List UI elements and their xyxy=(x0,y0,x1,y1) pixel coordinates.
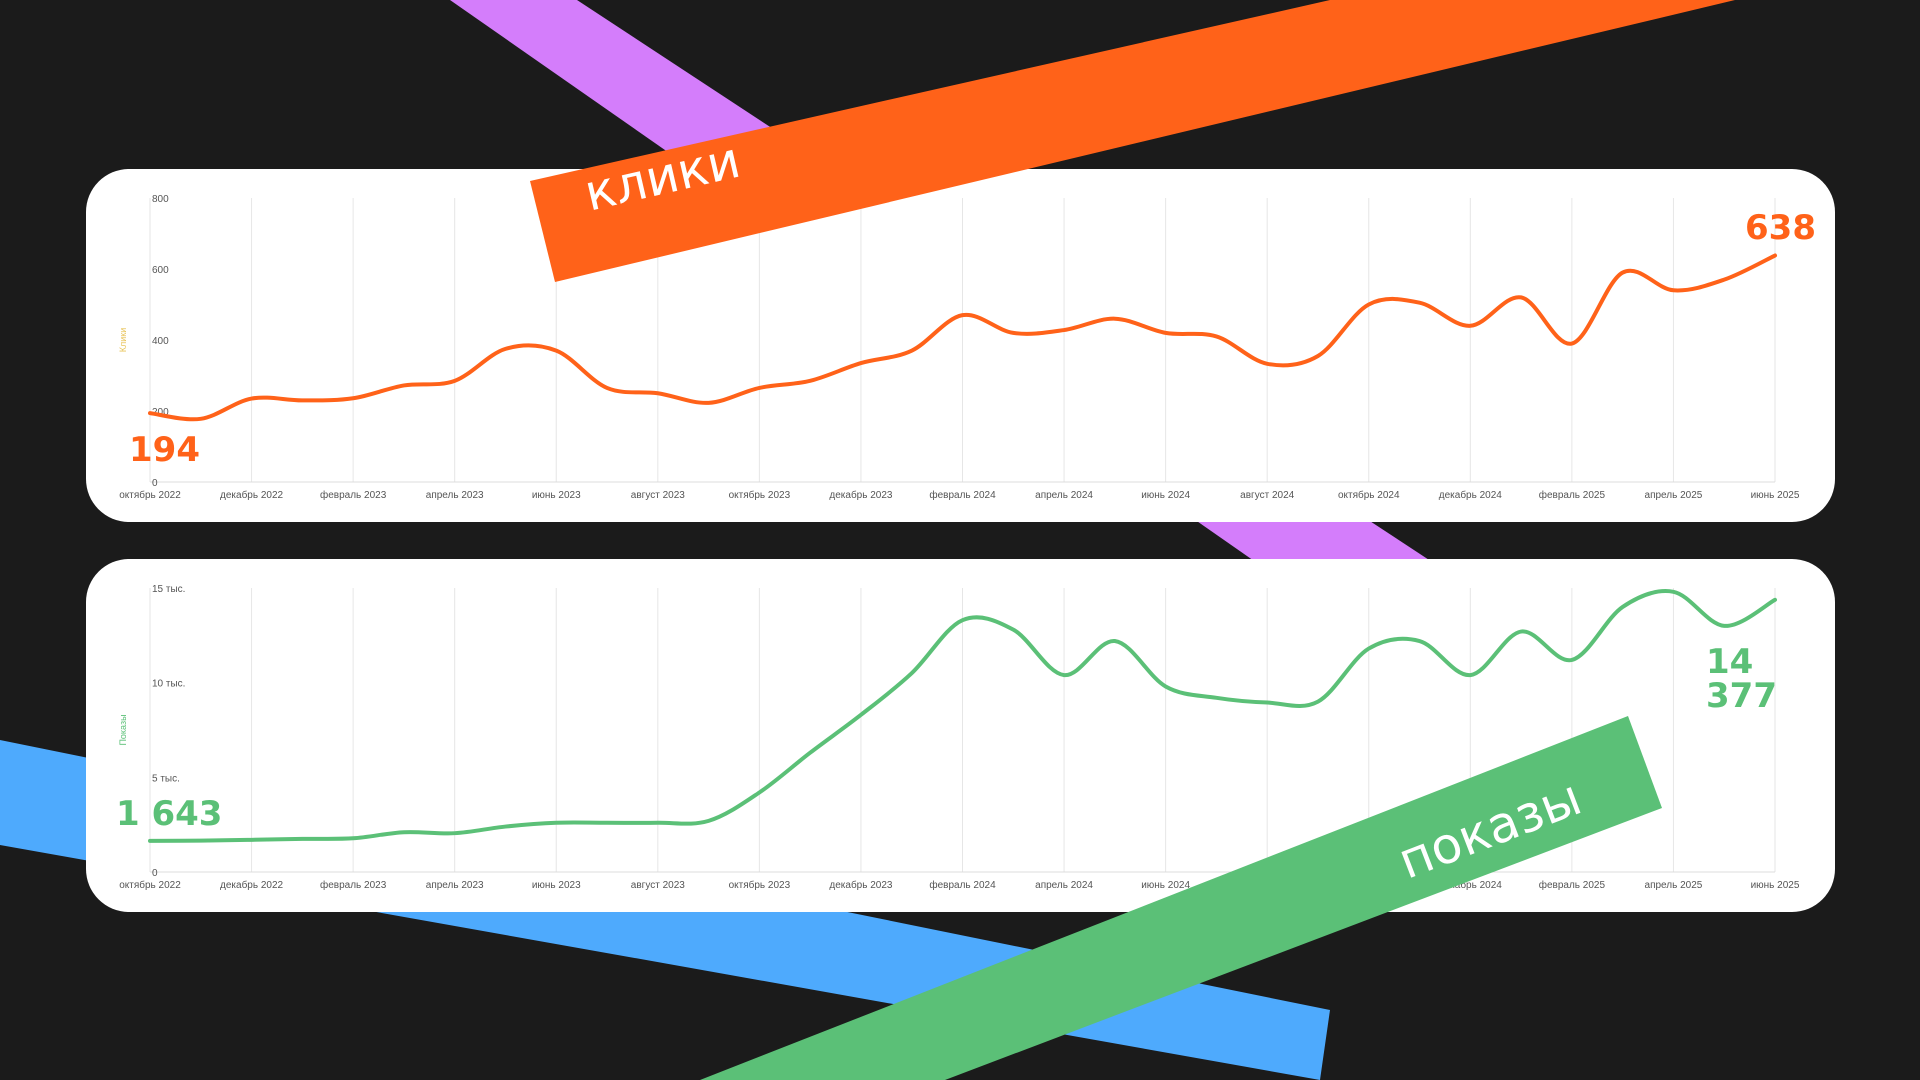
views-y-tick-label: 10 тыс. xyxy=(152,679,185,690)
views-x-tick-label: август 2023 xyxy=(631,880,685,891)
clicks-x-tick-label: февраль 2024 xyxy=(929,489,996,501)
clicks-x-tick-label: декабрь 2023 xyxy=(829,489,893,501)
clicks-y-tick-label: 0 xyxy=(152,478,158,489)
clicks-start-value: 194 xyxy=(129,430,200,470)
clicks-x-tick-label: апрель 2025 xyxy=(1645,490,1703,501)
clicks-chart-card: октябрь 2022 декабрь 2022 февраль 2023 апре… xyxy=(86,169,1835,522)
clicks-x-tick-label: август 2023 xyxy=(631,490,685,501)
views-end-value: 14 377 xyxy=(1706,642,1777,716)
views-x-tick-label: апрель 2024 xyxy=(1035,880,1093,891)
views-y-tick-label: 5 тыс. xyxy=(152,773,180,784)
views-x-tick-label: октябрь 2023 xyxy=(729,879,791,891)
views-start-value: 1 643 xyxy=(116,794,223,834)
views-x-tick-label: апрель 2025 xyxy=(1645,880,1703,891)
views-x-tick-label: апрель 2023 xyxy=(426,880,484,891)
green-stripe xyxy=(700,716,1662,1080)
views-x-tick-label: июнь 2024 xyxy=(1141,880,1190,891)
clicks-y-axis-label: Клики xyxy=(118,328,128,353)
clicks-x-tick-label: июнь 2024 xyxy=(1141,490,1190,501)
views-x-tick-label: июнь 2023 xyxy=(532,880,581,891)
clicks-y-tick-label: 400 xyxy=(152,336,169,347)
views-x-tick-label: октябрь 2022 xyxy=(119,879,181,891)
clicks-x-tick-label: июнь 2025 xyxy=(1751,490,1800,501)
clicks-x-tick-label: октябрь 2023 xyxy=(729,489,791,501)
clicks-x-tick-label: апрель 2023 xyxy=(426,490,484,501)
clicks-x-tick-label: октябрь 2024 xyxy=(1338,489,1400,501)
views-x-tick-label: февраль 2024 xyxy=(929,879,996,891)
orange-stripe xyxy=(530,0,1735,282)
views-x-tick-label: декабрь 2023 xyxy=(829,879,893,891)
clicks-series-line xyxy=(148,253,1777,422)
clicks-y-tick-label: 600 xyxy=(152,265,169,276)
views-x-tick-label: декабрь 2022 xyxy=(220,879,284,891)
clicks-chart: октябрь 2022 декабрь 2022 февраль 2023 апре… xyxy=(118,194,1800,501)
clicks-end-value: 638 xyxy=(1745,208,1816,248)
clicks-y-tick-label: 800 xyxy=(152,194,169,205)
clicks-x-tick-label: декабрь 2024 xyxy=(1439,489,1503,501)
clicks-x-tick-label: февраль 2025 xyxy=(1539,489,1606,501)
clicks-x-tick-label: апрель 2024 xyxy=(1035,490,1093,501)
views-y-tick-label: 0 xyxy=(152,868,158,879)
views-x-tick-label: февраль 2025 xyxy=(1539,879,1606,891)
views-x-tick-label: февраль 2023 xyxy=(320,879,387,891)
clicks-y-tick-label: 200 xyxy=(152,407,169,418)
views-chart-card: октябрь 2022 декабрь 2022 февраль 2023 апре… xyxy=(86,559,1835,912)
views-y-tick-label: 15 тыс. xyxy=(152,584,185,595)
views-series-line xyxy=(148,589,1777,843)
clicks-x-tick-label: декабрь 2022 xyxy=(220,489,284,501)
views-y-axis-label: Показы xyxy=(118,714,128,745)
clicks-x-tick-label: февраль 2023 xyxy=(320,489,387,501)
clicks-x-tick-label: август 2024 xyxy=(1240,490,1294,501)
clicks-x-tick-label: октябрь 2022 xyxy=(119,489,181,501)
clicks-x-tick-label: июнь 2023 xyxy=(532,490,581,501)
views-x-tick-label: июнь 2025 xyxy=(1751,880,1800,891)
